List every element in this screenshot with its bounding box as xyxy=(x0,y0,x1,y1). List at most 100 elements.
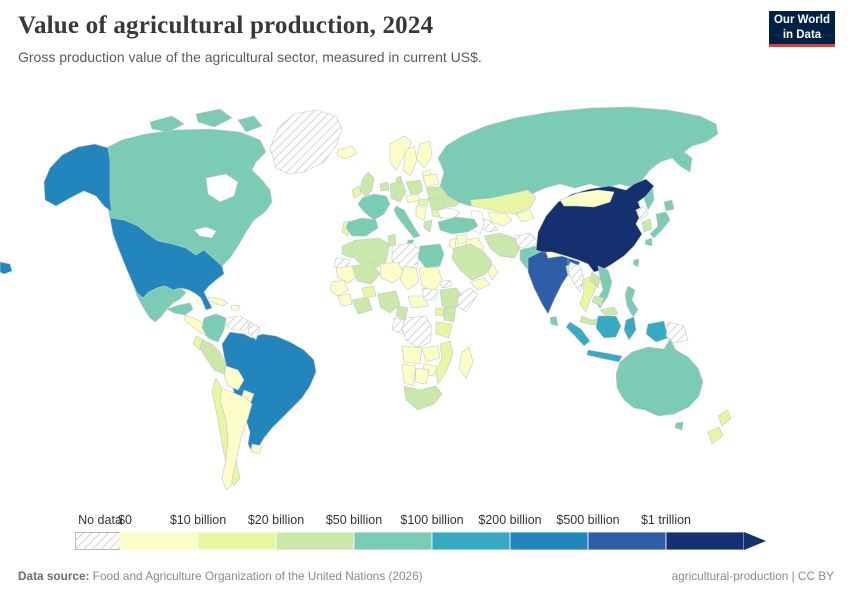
country-angola[interactable] xyxy=(401,345,423,365)
country-new-zealand-north[interactable] xyxy=(717,409,732,427)
country-indonesia-sumatra[interactable] xyxy=(565,321,591,347)
legend-bin-8[interactable] xyxy=(665,532,745,550)
region-balkans[interactable] xyxy=(415,205,427,221)
country-hungary[interactable] xyxy=(417,198,429,207)
country-colombia[interactable] xyxy=(201,313,227,343)
country-japan-hokkaido[interactable] xyxy=(663,199,675,212)
legend-bin-7[interactable] xyxy=(587,532,667,550)
country-mexico[interactable] xyxy=(132,283,187,323)
country-dr-congo[interactable] xyxy=(401,315,433,349)
country-japan-kyushu[interactable] xyxy=(644,237,653,247)
country-canada-arctic-1[interactable] xyxy=(149,115,185,133)
country-zambia[interactable] xyxy=(421,345,441,363)
legend-bin-3[interactable] xyxy=(275,532,355,550)
country-usa-aleutians[interactable] xyxy=(0,261,13,275)
country-chad[interactable] xyxy=(399,265,420,291)
license-link[interactable]: agricultural-production | CC BY xyxy=(671,569,834,583)
region-guyanas[interactable] xyxy=(247,321,261,341)
country-australia-tasmania[interactable] xyxy=(674,421,684,431)
region-kyrgyzstan-tajikistan[interactable] xyxy=(515,209,535,223)
country-argentina[interactable] xyxy=(219,387,253,491)
country-germany[interactable] xyxy=(389,180,407,203)
country-nigeria[interactable] xyxy=(377,290,401,314)
legend-no-data-swatch[interactable] xyxy=(75,532,125,550)
country-mexico-yucatan[interactable] xyxy=(166,302,194,316)
legend-bin-1[interactable] xyxy=(120,532,199,550)
country-niger[interactable] xyxy=(379,261,405,284)
country-saudi-arabia[interactable] xyxy=(451,243,493,281)
legend-bin-4[interactable] xyxy=(353,532,433,550)
country-algeria[interactable] xyxy=(349,237,391,271)
country-guinea[interactable] xyxy=(337,293,353,307)
country-united-kingdom[interactable] xyxy=(359,171,375,199)
country-somalia[interactable] xyxy=(457,287,479,313)
region-ivory-coast-ghana[interactable] xyxy=(351,296,373,315)
country-bolivia[interactable] xyxy=(223,365,245,391)
legend-bin-5[interactable] xyxy=(431,532,511,550)
country-central-african-republic[interactable] xyxy=(407,295,429,309)
country-canada-arctic-2[interactable] xyxy=(195,108,233,128)
country-france[interactable] xyxy=(357,193,391,221)
country-uruguay[interactable] xyxy=(250,443,263,455)
country-mauritania[interactable] xyxy=(335,265,358,284)
country-eritrea[interactable] xyxy=(439,279,453,289)
country-mongolia[interactable] xyxy=(559,189,615,208)
country-sweden[interactable] xyxy=(402,145,418,177)
country-australia[interactable] xyxy=(615,338,704,417)
country-madagascar[interactable] xyxy=(458,346,474,379)
country-yemen[interactable] xyxy=(469,277,491,291)
country-south-africa[interactable] xyxy=(403,385,443,411)
country-uzbekistan[interactable] xyxy=(487,211,513,227)
country-peru[interactable] xyxy=(199,339,227,375)
country-italy[interactable] xyxy=(393,205,421,239)
country-afghanistan[interactable] xyxy=(513,232,539,251)
country-belarus[interactable] xyxy=(422,173,440,188)
country-malaysia-borneo[interactable] xyxy=(599,306,619,317)
country-south-korea[interactable] xyxy=(641,218,653,233)
country-namibia[interactable] xyxy=(401,363,417,387)
country-new-zealand-south[interactable] xyxy=(707,426,724,445)
country-congo-gabon[interactable] xyxy=(391,317,405,335)
country-myanmar[interactable] xyxy=(567,261,585,293)
country-south-sudan[interactable] xyxy=(421,287,439,301)
country-turkey[interactable] xyxy=(437,216,479,235)
country-cambodia[interactable] xyxy=(591,295,605,307)
country-papua-new-guinea[interactable] xyxy=(665,321,689,344)
country-norway[interactable] xyxy=(389,135,413,171)
country-senegal[interactable] xyxy=(329,279,349,297)
country-kenya[interactable] xyxy=(443,305,457,323)
country-greece[interactable] xyxy=(423,219,433,233)
country-tunisia[interactable] xyxy=(387,233,397,247)
country-oman[interactable] xyxy=(487,263,499,281)
country-hispaniola[interactable] xyxy=(230,304,241,312)
country-north-korea[interactable] xyxy=(635,205,649,221)
country-finland[interactable] xyxy=(415,140,433,169)
country-spain[interactable] xyxy=(345,217,379,237)
country-laos[interactable] xyxy=(589,271,601,289)
country-uganda[interactable] xyxy=(434,307,445,317)
country-kazakhstan[interactable] xyxy=(469,189,537,215)
country-iran[interactable] xyxy=(483,232,521,259)
country-botswana[interactable] xyxy=(414,367,430,385)
country-ireland[interactable] xyxy=(351,185,362,199)
country-tanzania[interactable] xyxy=(435,321,453,339)
country-sri-lanka[interactable] xyxy=(549,315,559,327)
country-mozambique[interactable] xyxy=(435,340,454,385)
country-russia[interactable] xyxy=(437,106,719,207)
country-indonesia-sulawesi[interactable] xyxy=(623,316,637,341)
country-iceland[interactable] xyxy=(336,145,358,160)
country-indonesia-kalimantan[interactable] xyxy=(595,315,622,339)
owid-logo[interactable]: Our World in Data xyxy=(769,11,835,47)
country-romania[interactable] xyxy=(427,197,446,211)
legend-bin-6[interactable] xyxy=(509,532,589,550)
country-poland[interactable] xyxy=(405,179,424,198)
country-burkina-faso[interactable] xyxy=(361,285,377,299)
country-taiwan[interactable] xyxy=(632,258,640,268)
legend-bin-2[interactable] xyxy=(197,532,277,550)
country-japan-honshu[interactable] xyxy=(649,211,671,239)
country-cuba[interactable] xyxy=(207,296,229,307)
country-philippines[interactable] xyxy=(624,285,639,318)
country-venezuela[interactable] xyxy=(225,315,251,331)
country-greenland[interactable] xyxy=(269,109,343,175)
country-sudan[interactable] xyxy=(418,266,443,293)
